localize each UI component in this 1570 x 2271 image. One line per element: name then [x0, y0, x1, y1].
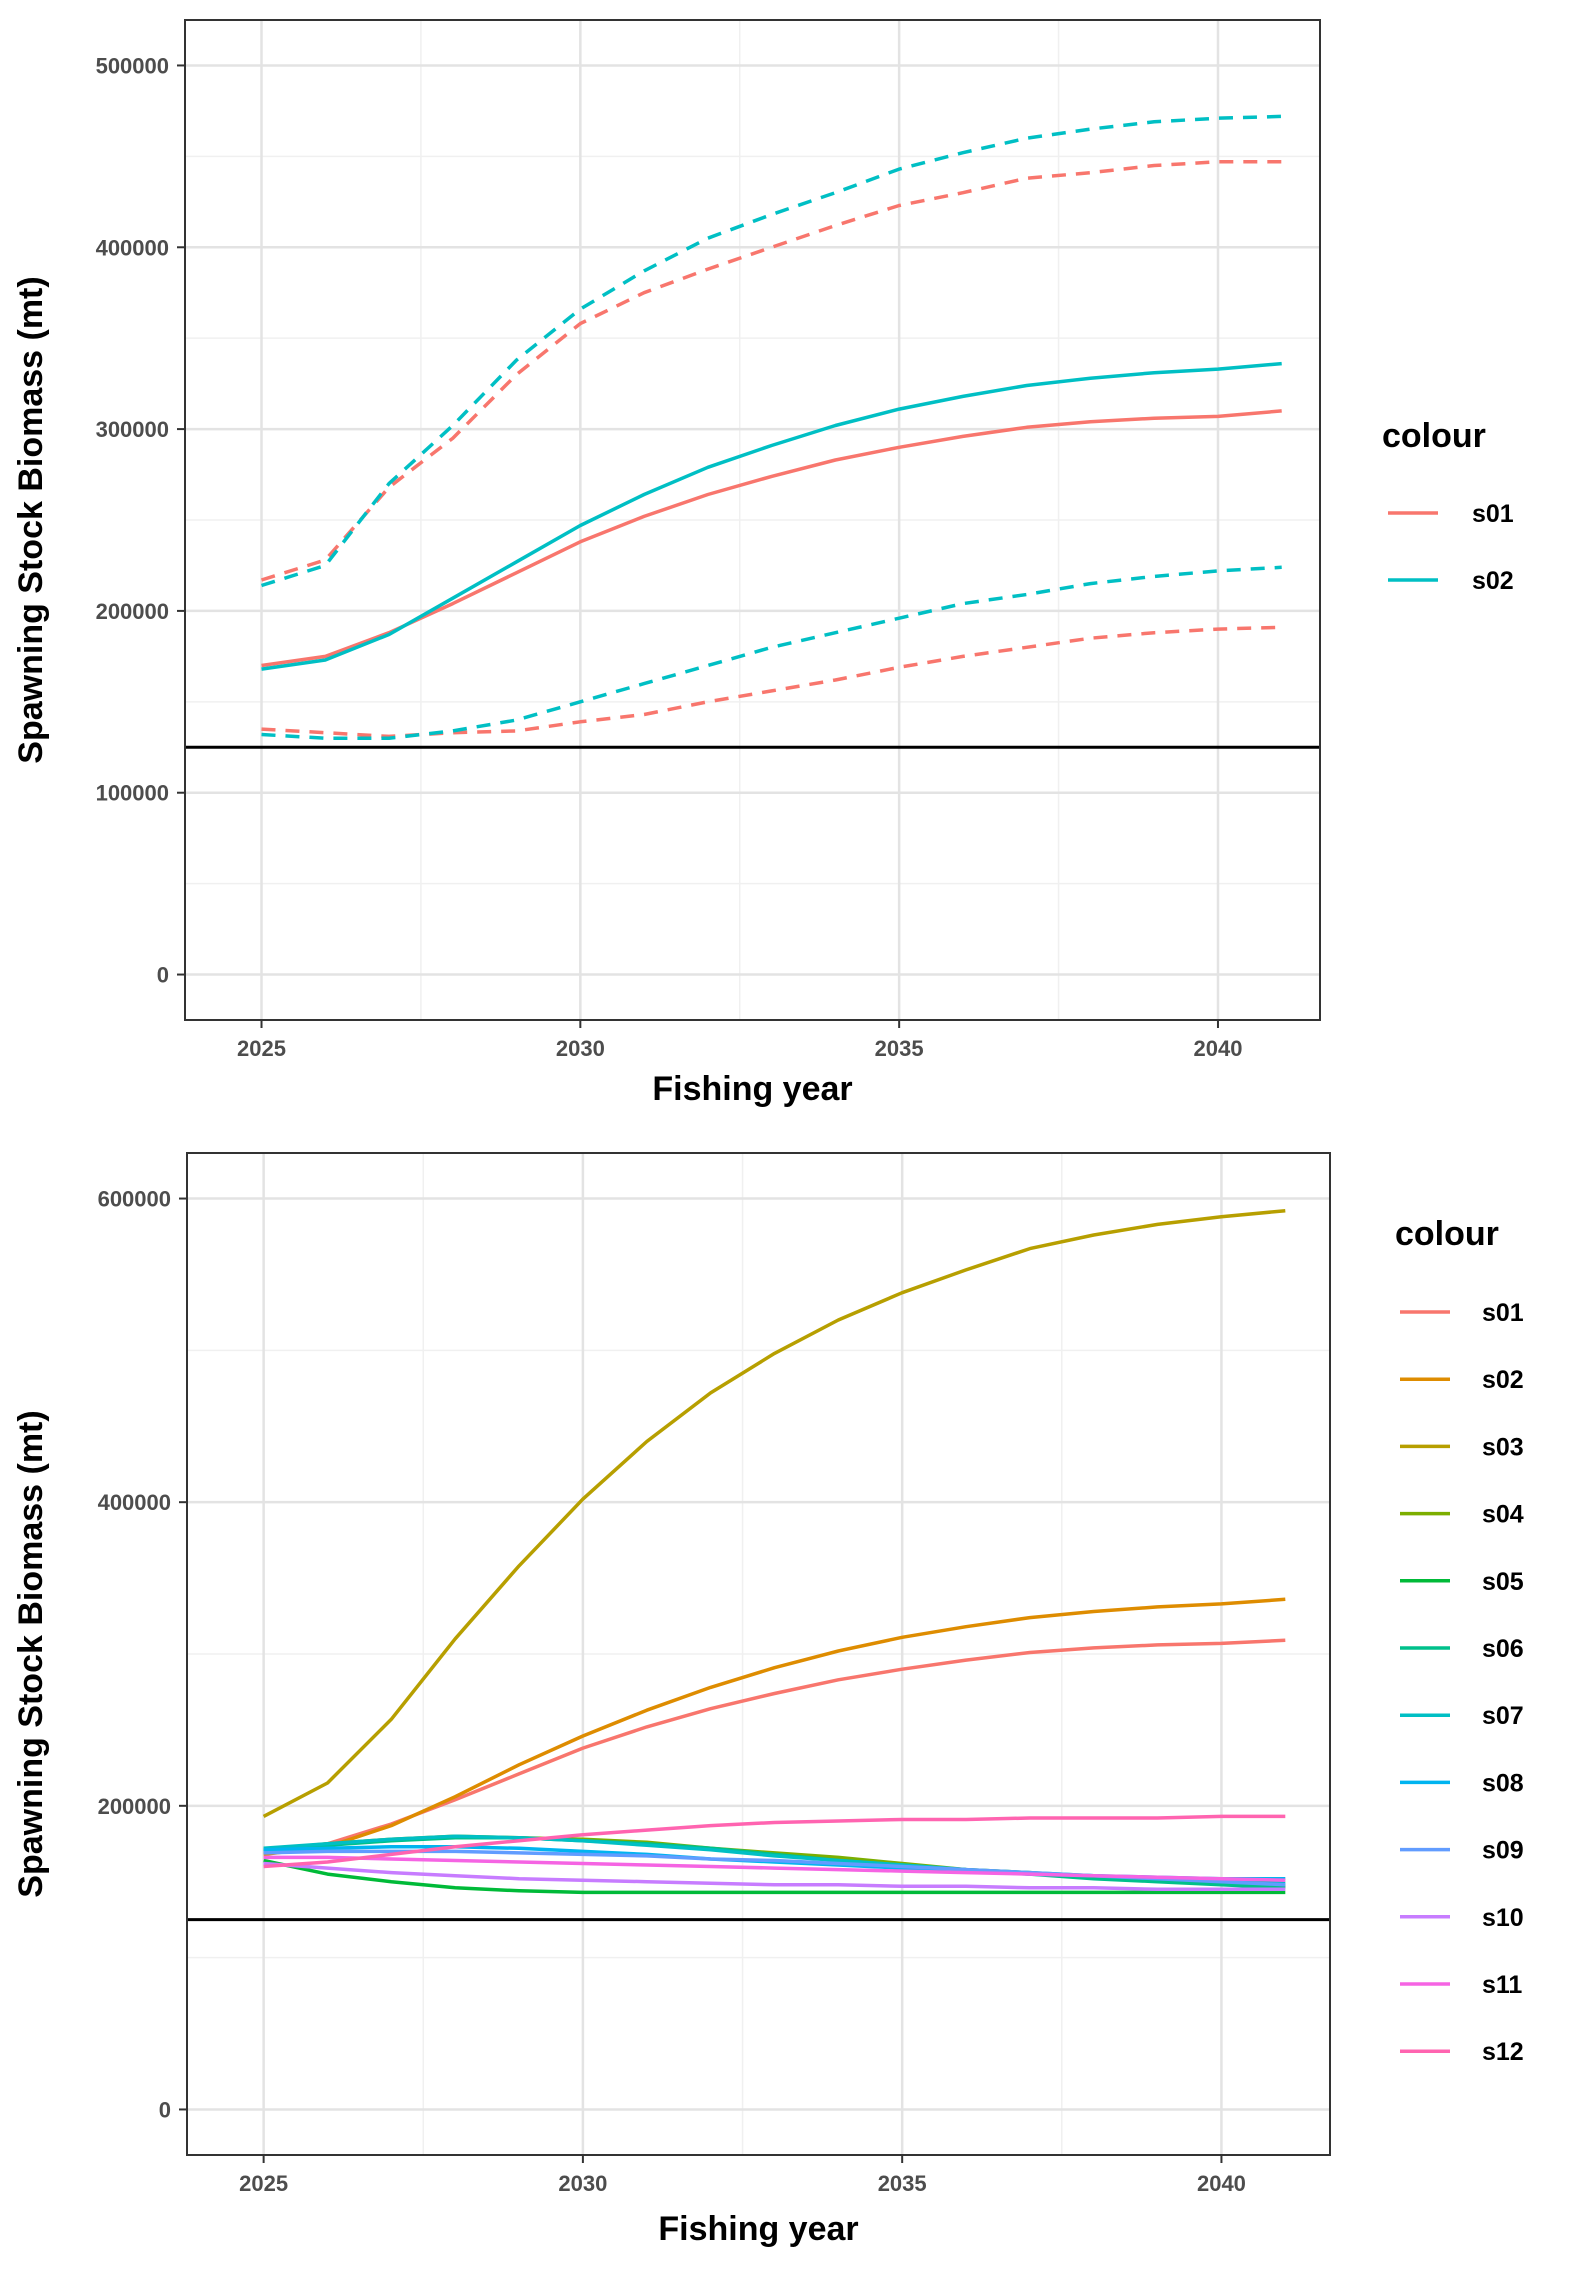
legend-label-s09: s09 — [1482, 1837, 1524, 1865]
series-line-s02 — [263, 1597, 1286, 1857]
x-tick-label: 2040 — [1197, 2171, 1246, 2196]
legend-label-s08: s08 — [1482, 1769, 1524, 1797]
series-line-s05 — [263, 1858, 1286, 1895]
x-tick-label: 2035 — [878, 2171, 927, 2196]
series-line-s02-upper — [260, 114, 1282, 588]
y-tick-label: 400000 — [96, 235, 169, 260]
x-tick-label: 2040 — [1194, 1036, 1243, 1061]
legend-label-s03: s03 — [1482, 1433, 1524, 1461]
series-line-s01-upper — [260, 160, 1282, 582]
legend-label-s05: s05 — [1482, 1568, 1524, 1596]
x-axis-title: Fishing year — [652, 1070, 852, 1108]
legend-label-s06: s06 — [1482, 1635, 1524, 1663]
y-tick-label: 500000 — [96, 53, 169, 78]
legend-label-s01: s01 — [1482, 1299, 1524, 1327]
legend-label-s01: s01 — [1472, 500, 1514, 528]
series-line-s10 — [263, 1861, 1286, 1892]
panel-border — [184, 19, 1321, 1021]
series-line-s12 — [263, 1814, 1286, 1869]
x-tick-label: 2025 — [239, 2171, 288, 2196]
y-tick-label: 200000 — [96, 599, 169, 624]
y-tick-label: 300000 — [96, 417, 169, 442]
y-tick-label: 100000 — [96, 781, 169, 806]
x-tick-label: 2025 — [237, 1036, 286, 1061]
legend-title: colour — [1395, 1215, 1499, 1253]
x-axis-title: Fishing year — [658, 2210, 858, 2248]
legend-label-s12: s12 — [1482, 2038, 1524, 2066]
legend-label-s10: s10 — [1482, 1904, 1524, 1932]
series-line-s01 — [261, 409, 1282, 668]
y-axis-title: Spawning Stock Biomass (mt) — [12, 1410, 50, 1897]
legend-label-s07: s07 — [1482, 1702, 1524, 1730]
panel-border — [186, 1152, 1331, 2156]
y-tick-label: 400000 — [98, 1490, 171, 1515]
y-axis-title: Spawning Stock Biomass (mt) — [12, 276, 50, 763]
series-line-s02 — [261, 361, 1282, 671]
bottom-chart: 2025 2030 2035 2040 0 200000 400000 600000 Fishi… — [12, 1152, 1524, 2248]
x-tick-label: 2035 — [875, 1036, 924, 1061]
series-line-s02-lower — [261, 565, 1282, 740]
legend-label-s04: s04 — [1482, 1501, 1524, 1529]
legend-label-s02: s02 — [1472, 567, 1514, 595]
legend-label-s02: s02 — [1482, 1366, 1524, 1394]
x-tick-label: 2030 — [558, 2171, 607, 2196]
x-tick-label: 2030 — [556, 1036, 605, 1061]
series-line-s03 — [262, 1208, 1286, 1818]
series-line-s11 — [263, 1855, 1286, 1882]
legend-label-s11: s11 — [1482, 1971, 1522, 1999]
legend-title: colour — [1382, 417, 1486, 455]
top-chart: 2025 2030 2035 2040 0 100000 200000 300000 40000… — [12, 19, 1514, 1108]
y-tick-label: 0 — [159, 2097, 171, 2122]
y-tick-label: 200000 — [98, 1794, 171, 1819]
y-tick-label: 0 — [157, 963, 169, 988]
y-tick-label: 600000 — [98, 1187, 171, 1212]
